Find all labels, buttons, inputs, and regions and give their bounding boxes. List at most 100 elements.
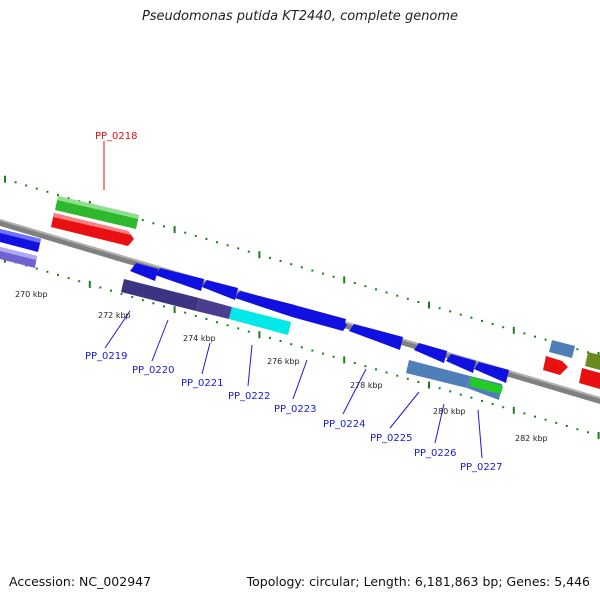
feature-dark-purple-bar[interactable] <box>121 279 232 319</box>
minor-tick <box>332 355 335 358</box>
minor-tick <box>576 348 579 351</box>
minor-tick <box>226 324 229 327</box>
minor-tick <box>534 335 536 338</box>
feature-pp0223-arrow[interactable] <box>292 305 347 331</box>
minor-tick <box>406 377 409 380</box>
minor-tick <box>555 421 558 424</box>
feature-right-red-arrow[interactable] <box>543 356 568 375</box>
minor-tick <box>396 294 399 297</box>
feature-pp0220-arrow[interactable] <box>155 268 204 291</box>
feature-pp0218-green[interactable] <box>55 196 139 229</box>
feature-left-purple[interactable] <box>0 247 37 268</box>
minor-tick <box>279 260 282 262</box>
feature-pp0219-arrow[interactable] <box>130 263 158 281</box>
map-title: Pseudomonas putida KT2440, complete geno… <box>141 9 459 24</box>
minor-tick <box>417 301 420 303</box>
minor-tick <box>163 305 165 308</box>
minor-tick <box>502 406 505 409</box>
major-tick <box>428 381 430 389</box>
minor-tick <box>332 275 335 278</box>
major-tick <box>173 226 176 234</box>
scale-label-270: 270 kbp <box>15 290 48 299</box>
scale-label-280: 280 kbp <box>433 407 466 416</box>
minor-tick <box>226 244 229 247</box>
scale-label-276: 276 kbp <box>267 357 300 366</box>
minor-tick <box>237 327 240 330</box>
minor-tick <box>152 302 155 305</box>
feature-small-green-bar[interactable] <box>469 377 503 394</box>
gene-label-pp0226[interactable]: PP_0226 <box>414 448 457 459</box>
gene-label-pp0224[interactable]: PP_0224 <box>323 419 366 430</box>
gene-label-pp0223[interactable]: PP_0223 <box>274 404 317 415</box>
feature-pp0224-arrow[interactable] <box>349 324 403 350</box>
gene-label-pp0222[interactable]: PP_0222 <box>228 391 271 402</box>
minor-tick <box>78 280 81 283</box>
minor-tick <box>587 431 589 434</box>
minor-tick <box>216 321 218 324</box>
feature-left-blue[interactable] <box>0 229 41 252</box>
minor-tick <box>438 307 441 310</box>
minor-tick <box>110 289 112 292</box>
gene-label-pp0225[interactable]: PP_0225 <box>370 433 413 444</box>
minor-tick <box>523 412 526 415</box>
minor-tick <box>57 193 59 196</box>
minor-tick <box>184 231 187 234</box>
minor-tick <box>534 415 536 418</box>
minor-tick <box>523 332 526 335</box>
minor-tick <box>449 390 452 393</box>
accession-text: Accession: NC_002947 <box>9 574 152 589</box>
feature-pp0218-red[interactable] <box>51 213 134 246</box>
minor-tick <box>375 288 377 291</box>
minor-tick <box>544 338 547 341</box>
minor-tick <box>353 362 356 365</box>
minor-tick <box>279 340 282 342</box>
minor-tick <box>194 234 197 237</box>
gene-label-pp0227[interactable]: PP_0227 <box>460 462 503 473</box>
minor-tick <box>300 266 303 269</box>
minor-tick <box>438 387 441 390</box>
minor-tick <box>290 343 293 346</box>
gene-labels: PP_0218 PP_0219 PP_0220 PP_0221 PP_0222 … <box>85 131 503 473</box>
minor-tick <box>481 319 483 322</box>
minor-tick <box>459 313 462 316</box>
scale-labels: 270 kbp 272 kbp 274 kbp 276 kbp 278 kbp … <box>15 290 548 443</box>
major-tick <box>88 280 91 288</box>
feature-pp0222-arrow[interactable] <box>235 291 295 317</box>
minor-tick <box>576 428 579 431</box>
minor-tick <box>565 425 568 427</box>
feature-pp0226-arrow[interactable] <box>446 354 476 373</box>
feature-pp0225-arrow[interactable] <box>414 343 447 363</box>
minor-tick <box>311 349 314 352</box>
minor-tick <box>67 277 70 280</box>
gene-label-pp0218[interactable]: PP_0218 <box>95 131 138 142</box>
feature-right-red[interactable] <box>579 368 600 389</box>
minor-tick <box>247 330 250 333</box>
gene-label-pp0219[interactable]: PP_0219 <box>85 351 128 362</box>
minor-tick <box>163 225 165 228</box>
feature-pp0227-arrow[interactable] <box>474 362 509 383</box>
feature-pp0221-arrow[interactable] <box>202 280 238 300</box>
minor-tick <box>35 267 38 270</box>
feature-right-steelblue[interactable] <box>549 340 575 358</box>
gene-label-pp0221[interactable]: PP_0221 <box>181 378 224 389</box>
outer-tick-row <box>4 175 600 359</box>
feature-right-olive[interactable] <box>585 352 600 370</box>
minor-tick <box>353 282 356 285</box>
minor-tick <box>406 297 409 300</box>
minor-tick <box>470 396 473 399</box>
minor-tick <box>216 241 218 244</box>
gene-label-pp0220[interactable]: PP_0220 <box>132 365 175 376</box>
minor-tick <box>300 346 303 349</box>
minor-tick <box>491 323 494 325</box>
major-tick <box>173 306 176 314</box>
minor-tick <box>417 381 420 383</box>
minor-tick <box>35 187 38 190</box>
minor-tick <box>290 263 293 266</box>
minor-tick <box>184 311 187 314</box>
major-tick <box>4 175 6 183</box>
minor-tick <box>322 352 324 355</box>
feature-cyan-bar[interactable] <box>229 307 291 335</box>
minor-tick <box>141 299 144 302</box>
